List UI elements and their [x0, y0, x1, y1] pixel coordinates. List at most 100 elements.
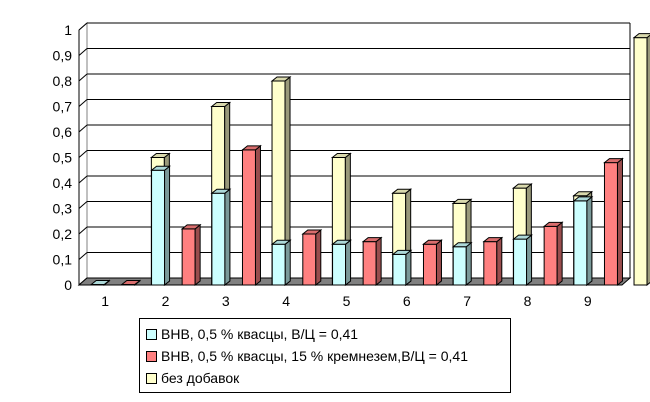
bar-top [331, 239, 352, 245]
y-tick-label: 1 [64, 22, 72, 38]
bar-front [332, 243, 347, 286]
bar [89, 279, 111, 287]
bar-top [632, 33, 650, 39]
bar-top [330, 153, 352, 158]
bar-side [164, 165, 171, 287]
bar [422, 239, 443, 287]
y-tick-label: 0,5 [53, 150, 73, 166]
bar [210, 188, 232, 287]
bar-top [241, 145, 262, 151]
x-tick-label: 2 [162, 293, 170, 309]
x-tick-label: 9 [584, 293, 592, 309]
legend-label-2: ВНВ, 0,5 % квасцы, 15 % кремнезем,В/Ц = … [161, 348, 468, 364]
legend-item: без добавок [146, 367, 510, 389]
bar-side [556, 221, 563, 287]
bar-top [150, 165, 171, 171]
x-tick-label: 8 [524, 293, 532, 309]
bar-top [301, 229, 323, 235]
bar-front [452, 246, 467, 286]
y-tick-label: 0,9 [53, 48, 73, 64]
gridline-side [78, 150, 88, 158]
bar-front [543, 225, 558, 286]
legend-swatch-3 [146, 372, 157, 384]
bar [331, 239, 352, 287]
bar-top [451, 198, 473, 204]
bar-top [210, 188, 232, 194]
x-tick-label: 3 [222, 293, 230, 309]
bar-side [465, 241, 472, 287]
bar-top [391, 188, 413, 194]
gridline-side [78, 124, 88, 133]
bar-front [422, 243, 437, 286]
y-tick-label: 0,1 [53, 252, 73, 268]
x-tick-label: 7 [463, 293, 471, 309]
bar-side [526, 234, 533, 287]
bar-front [573, 200, 588, 286]
bar-top [361, 237, 383, 243]
bar [451, 241, 473, 287]
bar-front [633, 37, 648, 286]
bar [572, 195, 594, 287]
bar-side [375, 236, 382, 287]
bar-side [586, 195, 593, 287]
bar-top [120, 280, 142, 285]
bar [180, 223, 202, 287]
bar-front [151, 169, 166, 286]
y-tick-label: 0,4 [53, 175, 73, 191]
bar-top [542, 221, 564, 227]
bar-front [211, 192, 226, 286]
bar-top [603, 158, 624, 164]
bar-side [616, 157, 623, 287]
bar [241, 144, 262, 287]
bar-top [180, 224, 202, 230]
legend-label-3: без добавок [161, 370, 240, 386]
legend-item: ВНВ, 0,5 % квасцы, 15 % кремнезем,В/Ц = … [146, 345, 510, 367]
bar-top [451, 242, 473, 248]
bar-top [482, 237, 504, 243]
bar-top [572, 196, 594, 202]
bar-top [511, 183, 533, 189]
bars [89, 33, 650, 287]
legend-label-1: ВНВ, 0,5 % квасцы, В/Ц = 0,41 [161, 326, 359, 342]
bar [391, 249, 413, 287]
bar-front [302, 233, 317, 286]
gridline-side [78, 22, 88, 31]
x-tick-label: 6 [403, 293, 411, 309]
bar [270, 239, 292, 287]
bar [120, 279, 142, 287]
bar-front [362, 241, 377, 286]
bar-side [284, 239, 291, 287]
bar-front [181, 228, 196, 286]
x-tick-label: 5 [343, 293, 351, 309]
y-tick-label: 0,6 [53, 124, 73, 140]
gridline-side [78, 73, 88, 82]
gridline-side [78, 252, 88, 260]
bar [361, 236, 383, 287]
bar-front [483, 241, 498, 286]
bar-top [210, 102, 232, 107]
bar-front [241, 149, 256, 286]
bar-chart: 0 0,1 0,2 0,3 0,4 0,5 0,6 0,7 0,8 0,9 1 1 2 3 4 5 6 7 8 9 [53, 21, 650, 309]
bar [542, 221, 564, 287]
bar [482, 236, 504, 287]
bar [603, 157, 624, 287]
bar-side [435, 239, 442, 287]
y-axis-ticks: 0 0,1 0,2 0,3 0,4 0,5 0,6 0,7 0,8 0,9 1 [53, 22, 73, 293]
bar-top [270, 239, 292, 245]
bar [150, 165, 171, 287]
legend-item: ВНВ, 0,5 % квасцы, В/Ц = 0,41 [146, 323, 510, 345]
y-tick-label: 0,3 [53, 201, 73, 217]
bar [301, 228, 323, 287]
gridline-side [78, 99, 88, 107]
y-tick-label: 0,8 [53, 73, 73, 89]
legend-swatch-2 [146, 350, 157, 362]
bar-side [254, 144, 261, 287]
bar-front [271, 243, 286, 286]
x-tick-label: 4 [282, 293, 290, 309]
bar-side [194, 223, 201, 287]
x-tick-label: 1 [101, 293, 109, 309]
x-axis-ticks: 1 2 3 4 5 6 7 8 9 [101, 293, 592, 309]
bar-side [345, 239, 352, 287]
bar-front [513, 238, 528, 286]
legend: ВНВ, 0,5 % квасцы, В/Ц = 0,41 ВНВ, 0,5 %… [139, 318, 511, 393]
